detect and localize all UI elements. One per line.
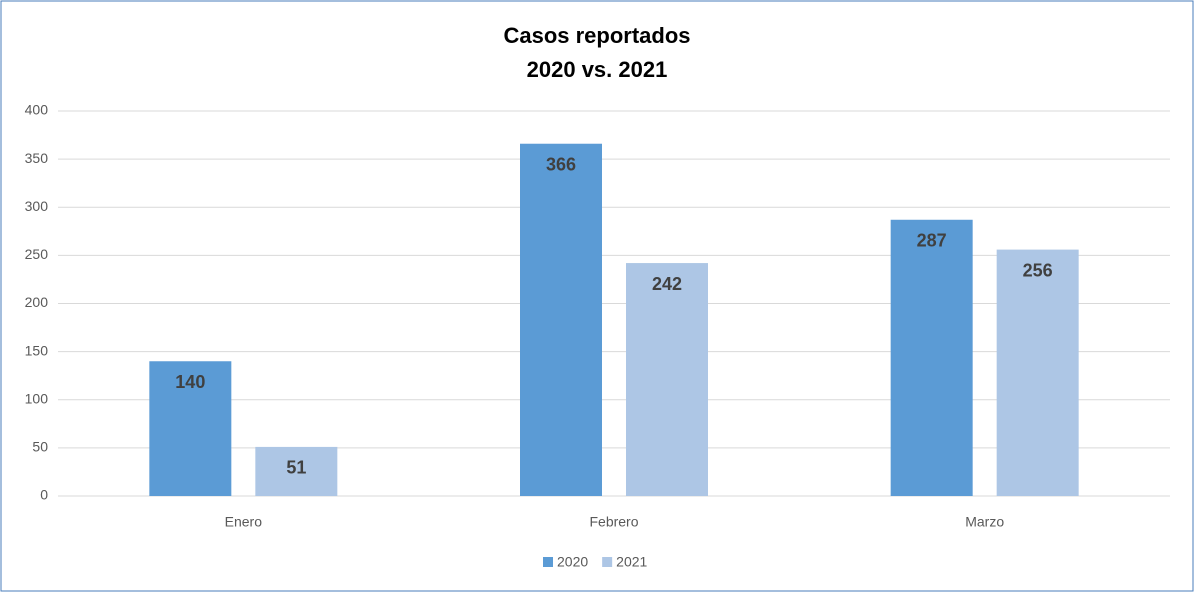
bar [890, 219, 973, 496]
y-tick-label: 50 [32, 439, 48, 455]
y-tick-label: 150 [25, 342, 49, 358]
value-label: 242 [652, 274, 682, 294]
chart-subtitle: 2020 vs. 2021 [527, 57, 668, 82]
y-tick-label: 350 [25, 150, 49, 166]
value-label: 366 [546, 154, 576, 174]
legend-label: 2020 [557, 554, 588, 570]
bar [255, 446, 338, 496]
bar [996, 249, 1079, 496]
legend-label: 2021 [616, 554, 647, 570]
chart-title: Casos reportados [503, 23, 690, 48]
legend-swatch [543, 557, 553, 567]
y-tick-label: 100 [25, 390, 49, 406]
bar [149, 361, 232, 496]
value-label: 51 [286, 458, 306, 478]
y-tick-label: 0 [40, 487, 48, 503]
x-tick-label: Enero [225, 514, 263, 530]
y-tick-label: 400 [25, 102, 49, 118]
bar [520, 143, 602, 496]
y-tick-label: 200 [25, 294, 49, 310]
value-label: 256 [1023, 260, 1053, 280]
x-tick-label: Marzo [965, 514, 1004, 530]
value-label: 140 [175, 372, 205, 392]
y-tick-label: 250 [25, 246, 49, 262]
value-label: 287 [917, 231, 947, 251]
bar [626, 263, 708, 496]
x-tick-label: Febrero [589, 514, 638, 530]
y-tick-label: 300 [25, 198, 49, 214]
legend-swatch [602, 557, 613, 567]
